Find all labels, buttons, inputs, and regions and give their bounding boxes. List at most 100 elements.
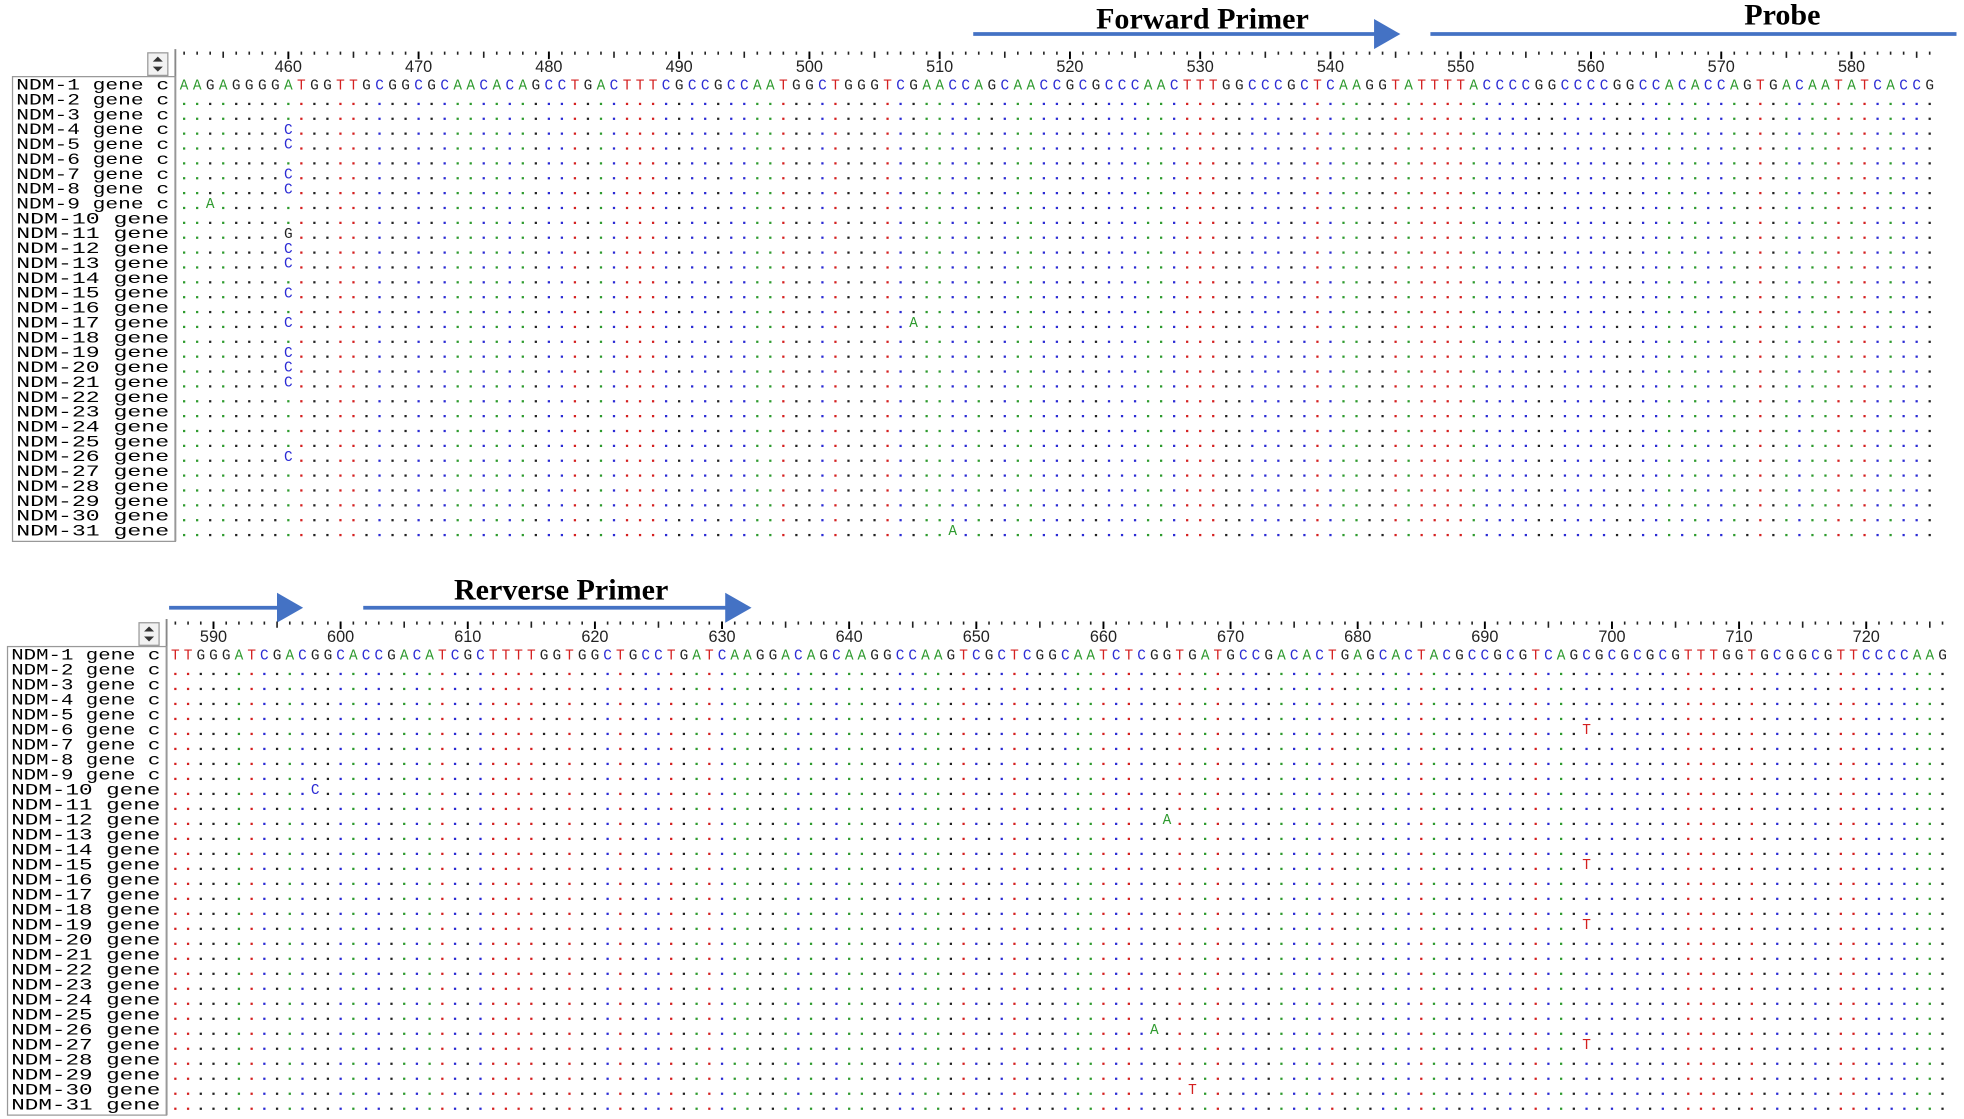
match-dot — [555, 672, 558, 676]
match-dot — [1746, 519, 1749, 522]
match-dot — [847, 117, 850, 120]
match-dot — [717, 177, 720, 180]
match-dot — [1902, 310, 1905, 314]
match-dot — [1674, 702, 1677, 706]
match-dot — [300, 102, 303, 106]
match-dot — [977, 191, 980, 195]
match-dot — [560, 355, 564, 358]
match-dot — [378, 474, 381, 477]
match-dot — [1837, 206, 1840, 210]
match-dot — [599, 370, 603, 373]
match-dot — [196, 117, 199, 120]
match-dot — [1277, 191, 1280, 195]
match-dot — [534, 132, 537, 135]
match-dot — [568, 687, 571, 691]
match-dot — [1068, 191, 1072, 195]
match-dot — [1733, 370, 1736, 373]
match-dot — [1576, 147, 1580, 150]
match-dot — [1524, 340, 1527, 343]
match-dot — [1811, 504, 1814, 507]
match-dot — [1641, 191, 1645, 195]
match-dot — [430, 370, 433, 373]
match-dot — [1681, 162, 1684, 165]
match-dot — [482, 117, 485, 120]
match-dot — [1694, 221, 1697, 224]
match-dot — [834, 355, 837, 358]
match-dot — [1559, 702, 1563, 706]
match-dot — [1225, 281, 1228, 284]
match-dot — [1264, 385, 1267, 388]
match-dot — [1628, 296, 1632, 299]
match-dot — [691, 444, 694, 447]
match-dot — [1199, 340, 1202, 343]
match-dot — [1316, 147, 1319, 150]
match-dot — [821, 296, 824, 299]
match-dot — [1598, 717, 1601, 721]
match-dot — [1850, 385, 1853, 388]
match-dot — [808, 385, 811, 388]
match-dot — [638, 281, 642, 284]
match-dot — [860, 206, 863, 210]
match-dot — [1277, 444, 1280, 447]
match-dot — [938, 444, 941, 447]
match-dot — [1368, 459, 1371, 462]
match-dot — [261, 132, 264, 135]
match-dot — [821, 206, 824, 210]
match-dot — [1251, 206, 1254, 210]
match-dot — [1550, 191, 1554, 195]
match-dot — [352, 355, 355, 358]
match-dot — [1712, 687, 1715, 691]
match-dot — [1277, 310, 1280, 314]
match-dot — [1329, 177, 1332, 180]
match-dot — [378, 117, 381, 120]
match-dot — [769, 162, 772, 165]
match-dot — [1076, 717, 1080, 721]
match-dot — [1342, 102, 1345, 106]
match-dot — [808, 519, 811, 522]
match-dot — [1146, 281, 1150, 284]
match-dot — [482, 325, 485, 329]
match-dot — [1694, 533, 1697, 537]
match-dot — [222, 340, 225, 343]
match-dot — [521, 385, 524, 388]
match-dot — [1636, 687, 1639, 691]
match-dot — [182, 370, 186, 373]
match-dot — [365, 102, 368, 106]
match-dot — [797, 687, 800, 691]
match-dot — [508, 429, 511, 433]
match-dot — [482, 415, 485, 418]
match-dot — [1225, 474, 1228, 477]
match-dot — [1055, 236, 1059, 239]
match-dot — [1433, 177, 1436, 180]
match-dot — [1394, 444, 1397, 447]
match-dot — [1602, 444, 1606, 447]
ruler-label: 640 — [836, 628, 863, 646]
match-dot — [504, 717, 508, 721]
match-dot — [313, 117, 316, 120]
sequence-name: NDM-6 gene c — [11, 721, 160, 739]
match-dot — [1329, 147, 1332, 150]
match-dot — [1329, 533, 1332, 537]
match-dot — [1889, 281, 1892, 284]
match-dot — [704, 474, 707, 477]
match-dot — [1589, 221, 1593, 224]
match-dot — [1433, 400, 1436, 403]
match-dot — [1720, 177, 1723, 180]
match-dot — [1915, 206, 1918, 210]
match-dot — [1159, 296, 1163, 299]
match-dot — [560, 221, 564, 224]
match-dot — [560, 385, 564, 388]
match-dot — [1368, 415, 1371, 418]
sequence-name: NDM-6 gene c — [16, 151, 169, 169]
match-dot — [1173, 266, 1176, 269]
match-dot — [300, 504, 303, 507]
match-dot — [1107, 325, 1111, 329]
match-dot — [1641, 355, 1645, 358]
match-dot — [456, 474, 459, 477]
match-dot — [1407, 266, 1410, 269]
match-dot — [1173, 132, 1176, 135]
match-dot — [1772, 310, 1775, 314]
match-dot — [326, 281, 329, 284]
match-dot — [873, 191, 876, 195]
match-dot — [599, 474, 603, 477]
